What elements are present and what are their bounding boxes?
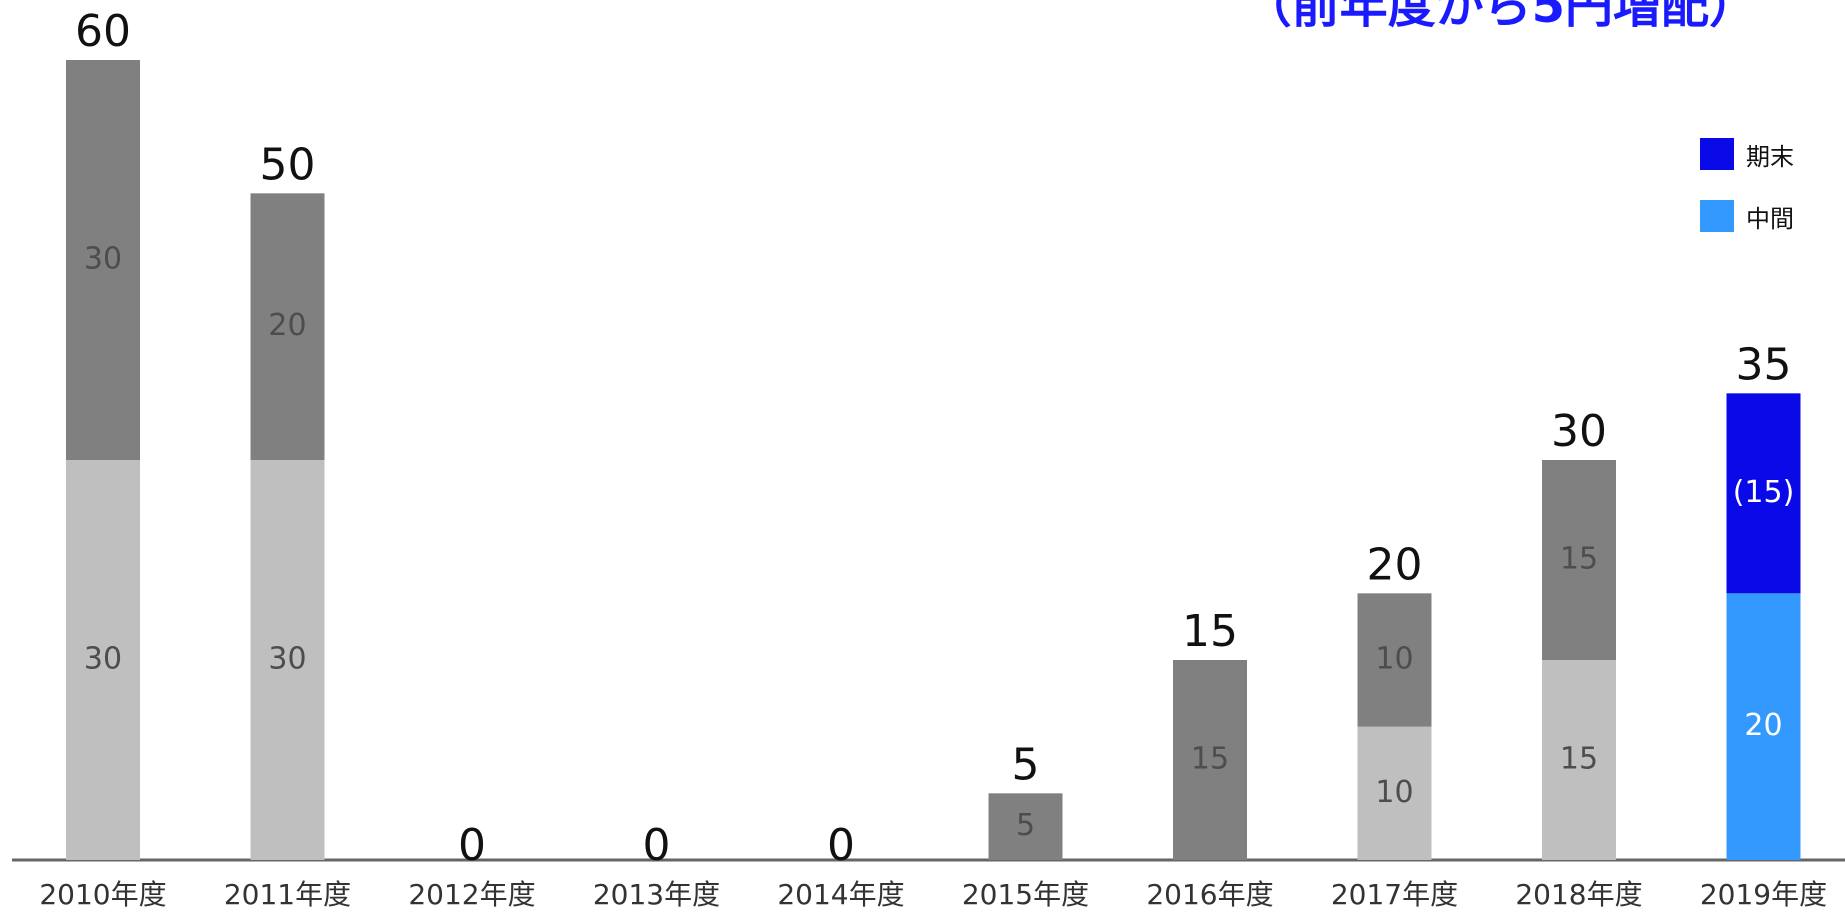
category-label-1: 2011年度 bbox=[224, 878, 351, 911]
total-label-9: 35 bbox=[1736, 339, 1792, 390]
label-interim-0: 30 bbox=[84, 642, 122, 677]
bar-interim-1 bbox=[250, 460, 325, 860]
bar-interim-0 bbox=[66, 460, 140, 860]
category-label-4: 2014年度 bbox=[777, 878, 904, 911]
bar-final-1 bbox=[250, 193, 325, 461]
total-label-0: 60 bbox=[75, 6, 131, 57]
bar-interim-8 bbox=[1542, 660, 1616, 860]
labels-group: 30 30 60 2010年度 30 20 50 2011年度 0 2012年度 0 2013年度 0 2… bbox=[39, 6, 1827, 911]
label-interim-8: 15 bbox=[1560, 742, 1598, 777]
label-interim-9: 20 bbox=[1744, 708, 1782, 743]
category-label-9: 2019年度 bbox=[1700, 878, 1827, 911]
bars-group bbox=[66, 60, 1801, 860]
total-label-8: 30 bbox=[1551, 406, 1607, 457]
legend: 期末 中間 bbox=[1700, 138, 1794, 262]
legend-item-final: 期末 bbox=[1700, 138, 1794, 171]
label-interim-7: 10 bbox=[1375, 775, 1413, 810]
legend-label-interim: 中間 bbox=[1746, 204, 1794, 233]
label-interim-1: 30 bbox=[268, 642, 306, 677]
category-label-0: 2010年度 bbox=[39, 878, 166, 911]
label-final-0: 30 bbox=[84, 242, 122, 277]
legend-label-final: 期末 bbox=[1746, 142, 1794, 171]
label-final-5: 5 bbox=[1016, 808, 1035, 843]
category-label-8: 2018年度 bbox=[1515, 878, 1642, 911]
category-label-7: 2017年度 bbox=[1331, 878, 1458, 911]
legend-swatch-final bbox=[1700, 138, 1734, 170]
label-final-1: 20 bbox=[268, 308, 306, 343]
bar-final-8 bbox=[1542, 460, 1616, 660]
total-label-2: 0 bbox=[458, 820, 486, 871]
total-label-5: 5 bbox=[1012, 739, 1040, 790]
bar-interim-9 bbox=[1726, 593, 1801, 860]
category-label-3: 2013年度 bbox=[593, 878, 720, 911]
category-label-6: 2016年度 bbox=[1146, 878, 1273, 911]
legend-swatch-interim bbox=[1700, 200, 1734, 232]
total-label-6: 15 bbox=[1182, 606, 1238, 657]
chart-subtitle: （前年度から5円増配） bbox=[1243, 0, 1757, 34]
total-label-1: 50 bbox=[260, 139, 316, 190]
label-final-9: (15) bbox=[1733, 475, 1795, 510]
label-final-6: 15 bbox=[1191, 742, 1229, 777]
total-label-4: 0 bbox=[827, 820, 855, 871]
bar-interim-7 bbox=[1357, 726, 1432, 860]
total-label-3: 0 bbox=[643, 820, 671, 871]
category-label-2: 2012年度 bbox=[408, 878, 535, 911]
label-final-8: 15 bbox=[1560, 542, 1598, 577]
label-final-7: 10 bbox=[1375, 642, 1413, 677]
total-label-7: 20 bbox=[1367, 539, 1423, 590]
bar-final-6 bbox=[1173, 660, 1247, 860]
bar-final-7 bbox=[1357, 593, 1432, 727]
bar-final-0 bbox=[66, 60, 140, 460]
category-label-5: 2015年度 bbox=[962, 878, 1089, 911]
bar-final-5 bbox=[988, 793, 1063, 860]
legend-item-interim: 中間 bbox=[1700, 200, 1794, 233]
bar-final-9 bbox=[1726, 393, 1801, 594]
